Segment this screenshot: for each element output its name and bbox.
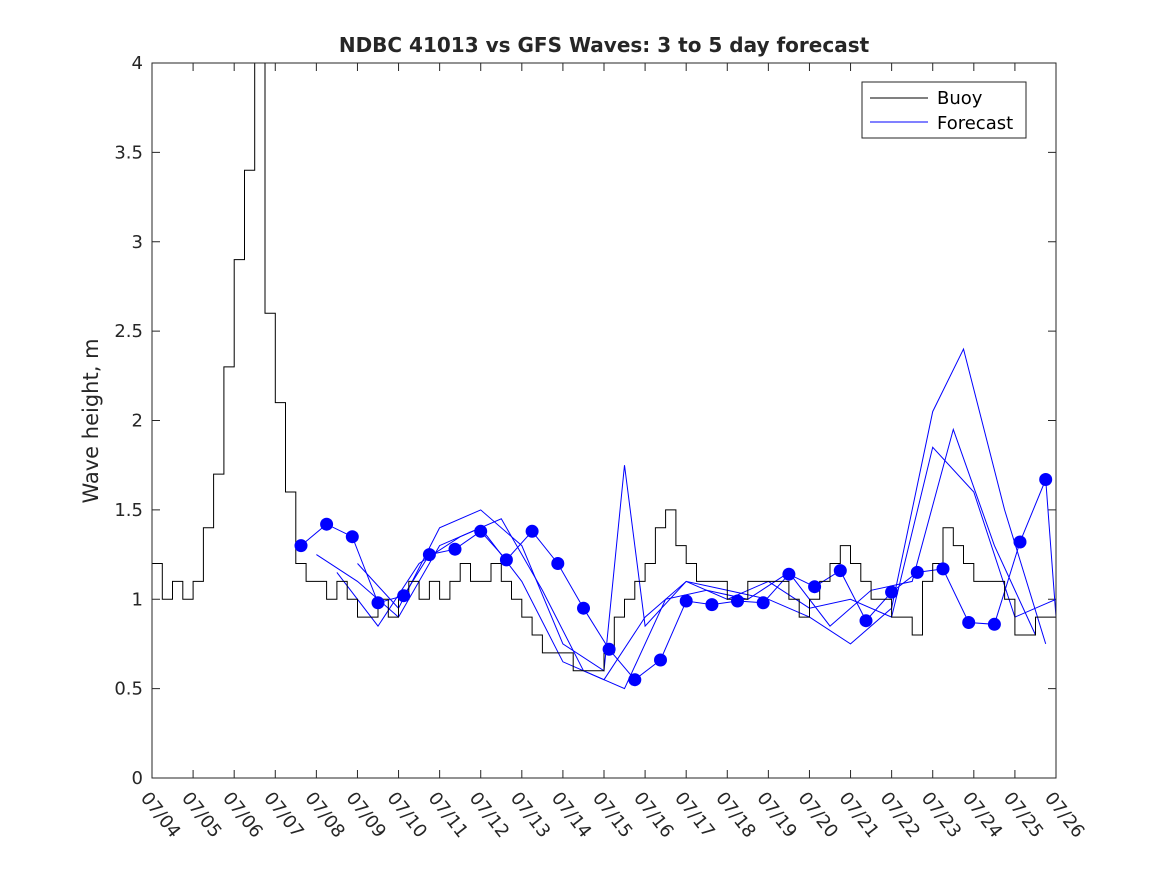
forecast-point (962, 616, 976, 629)
legend: Buoy Forecast (861, 81, 1027, 139)
legend-buoy-label: Buoy (937, 88, 983, 109)
y-tick-label: 2 (132, 411, 143, 432)
forecast-point (551, 557, 565, 570)
buoy-series (152, 62, 1057, 672)
y-tick-label: 3 (132, 232, 143, 253)
forecast-point (1013, 535, 1027, 549)
forecast-point (859, 614, 873, 628)
buoy-line (152, 62, 1057, 672)
y-tick-label: 4 (132, 53, 143, 74)
forecast-markers (294, 473, 1053, 687)
forecast-point (654, 653, 667, 667)
forecast-point (782, 567, 796, 581)
forecast-point (577, 601, 590, 615)
forecast-point (756, 596, 770, 610)
y-tick-label: 1 (132, 589, 143, 610)
forecast-point (422, 548, 436, 562)
y-axis-label: Wave height, m (79, 338, 103, 503)
forecast-point (705, 598, 719, 612)
y-tick-label: 0.5 (114, 679, 143, 700)
forecast-point (448, 542, 462, 556)
forecast-point (808, 580, 822, 594)
forecast-point (833, 564, 847, 578)
forecast-point (987, 617, 1001, 631)
y-tick-label: 3.5 (114, 142, 143, 163)
forecast-point (936, 562, 950, 576)
chart-title: NDBC 41013 vs GFS Waves: 3 to 5 day fore… (339, 33, 870, 57)
forecast-point (1039, 473, 1053, 486)
forecast-point (885, 585, 899, 599)
y-tick-labels: 0 0.5 1 1.5 2 2.5 3 3.5 4 (114, 53, 143, 789)
forecast-point (397, 589, 411, 603)
forecast-point (371, 596, 385, 610)
plot-frame (151, 62, 1057, 779)
forecast-point (525, 524, 539, 538)
forecast-point (345, 530, 359, 544)
forecast-point (499, 553, 513, 567)
forecast-point (910, 565, 924, 579)
plot-area (151, 62, 1057, 779)
forecast-point (628, 673, 642, 687)
forecast-point (474, 524, 488, 538)
legend-forecast-label: Forecast (937, 113, 1013, 134)
forecast-point (320, 517, 334, 531)
legend-box (861, 81, 1027, 139)
forecast-point (679, 594, 693, 608)
y-tick-label: 1.5 (114, 500, 143, 521)
y-tick-label: 2.5 (114, 321, 143, 342)
forecast-line-run-4 (357, 347, 1047, 672)
forecast-point (294, 539, 308, 553)
forecast-point (731, 594, 744, 608)
forecast-point (602, 642, 616, 656)
y-tick-label: 0 (132, 768, 143, 789)
